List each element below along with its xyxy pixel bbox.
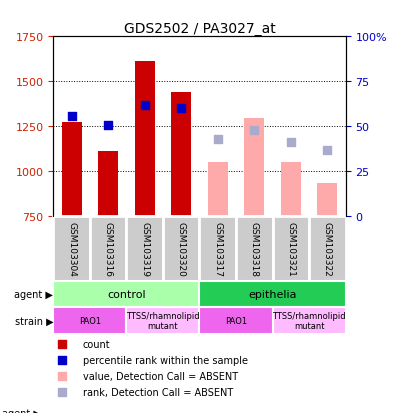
- Bar: [163, 216, 199, 282]
- Bar: [62, 123, 82, 216]
- Title: GDS2502 / PA3027_at: GDS2502 / PA3027_at: [124, 22, 275, 36]
- Bar: [126, 308, 199, 334]
- Bar: [208, 162, 228, 216]
- Bar: [199, 216, 236, 282]
- Text: GSM103318: GSM103318: [250, 221, 259, 276]
- Point: [276, 127, 282, 134]
- Bar: [135, 62, 155, 216]
- Text: epithelia: epithelia: [248, 290, 297, 299]
- Point: [178, 105, 184, 112]
- Point: [324, 147, 331, 154]
- Text: percentile rank within the sample: percentile rank within the sample: [83, 355, 248, 365]
- Bar: [199, 282, 346, 308]
- Text: control: control: [107, 290, 146, 299]
- Text: count: count: [83, 339, 110, 349]
- Bar: [281, 162, 301, 216]
- Bar: [171, 93, 191, 216]
- Bar: [317, 184, 337, 216]
- Text: GSM103319: GSM103319: [140, 221, 149, 276]
- Bar: [53, 308, 126, 334]
- Text: GSM103317: GSM103317: [213, 221, 222, 276]
- Text: GSM103322: GSM103322: [323, 221, 332, 276]
- Bar: [98, 152, 118, 216]
- Text: PAO1: PAO1: [225, 316, 247, 325]
- Bar: [244, 119, 264, 216]
- Text: agent ▶: agent ▶: [15, 290, 53, 299]
- Text: TTSS/rhamnolipid
mutant: TTSS/rhamnolipid mutant: [272, 311, 346, 330]
- Point: [141, 103, 148, 109]
- Text: value, Detection Call = ABSENT: value, Detection Call = ABSENT: [83, 372, 238, 382]
- Text: GSM103320: GSM103320: [177, 221, 186, 276]
- Point: [68, 114, 75, 120]
- Text: GSM103304: GSM103304: [67, 221, 76, 276]
- Bar: [126, 216, 163, 282]
- Bar: [53, 216, 90, 282]
- Point: [105, 122, 111, 129]
- Point: [214, 137, 221, 143]
- Bar: [199, 308, 273, 334]
- Point: [288, 140, 294, 146]
- Bar: [90, 216, 126, 282]
- Text: TTSS/rhamnolipid
mutant: TTSS/rhamnolipid mutant: [126, 311, 200, 330]
- Bar: [309, 216, 346, 282]
- Bar: [236, 216, 273, 282]
- Text: GSM103321: GSM103321: [286, 221, 295, 276]
- Point: [251, 127, 258, 133]
- Text: rank, Detection Call = ABSENT: rank, Detection Call = ABSENT: [83, 387, 233, 397]
- Bar: [53, 282, 199, 308]
- Bar: [273, 216, 309, 282]
- Bar: [273, 308, 346, 334]
- Text: agent ▶: agent ▶: [2, 408, 41, 413]
- Text: PAO1: PAO1: [79, 316, 101, 325]
- Point: [276, 271, 282, 278]
- Text: strain ▶: strain ▶: [15, 316, 53, 326]
- Text: GSM103316: GSM103316: [103, 221, 113, 276]
